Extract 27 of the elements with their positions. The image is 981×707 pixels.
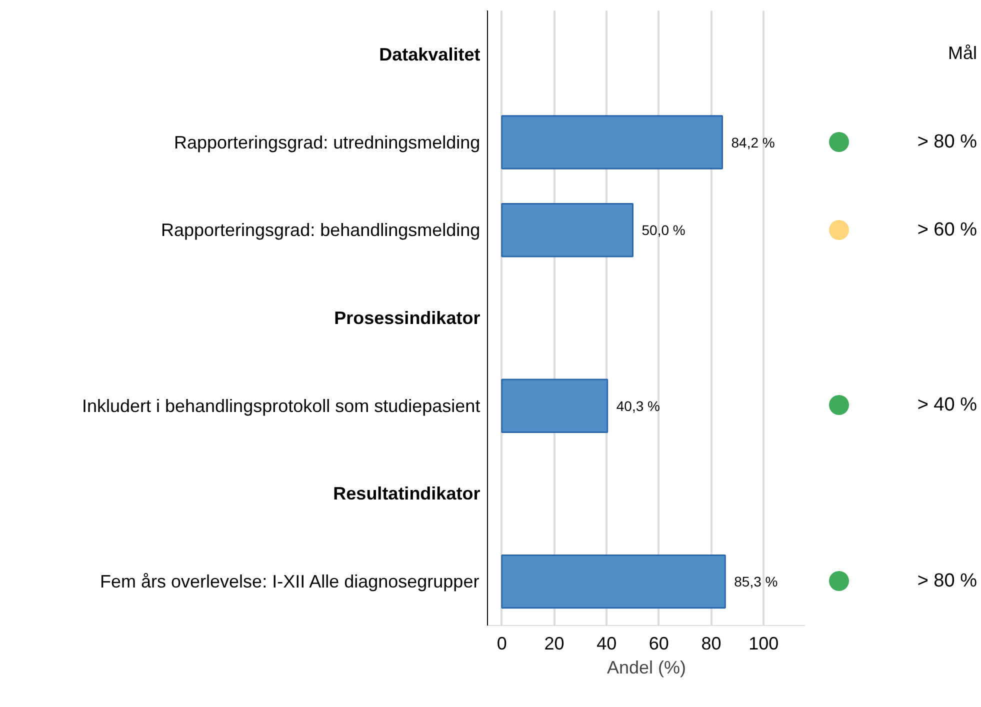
text: 40,3 %	[616, 398, 660, 414]
text: Mål	[948, 42, 977, 66]
y-tick-label: Prosessindikator	[334, 308, 480, 328]
y-tick-label: Datakvalitet	[379, 44, 480, 64]
y-tick-label: Resultatindikator	[333, 484, 480, 504]
text: > 80 %	[917, 570, 977, 594]
bar	[501, 378, 608, 433]
text: 85,3 %	[734, 574, 778, 590]
y-tick-label: Inkludert i behandlingsprotokoll som studiepasient	[82, 396, 480, 416]
text: 50,0 %	[642, 222, 686, 238]
bar	[501, 115, 724, 170]
x-tick-label: 20	[544, 634, 564, 654]
bar	[501, 554, 726, 609]
text: > 60 %	[917, 218, 977, 242]
text: > 80 %	[917, 130, 977, 154]
x-tick-label: 60	[648, 634, 669, 654]
x-tick-label: 100	[748, 634, 779, 654]
y-tick-label: Fem års overlevelse: I-XII Alle diagnosegrupper	[100, 572, 480, 592]
x-tick-label: 0	[496, 634, 507, 654]
text: 84,2 %	[731, 134, 775, 150]
y-tick-label: Rapporteringsgrad: behandlingsmelding	[160, 220, 480, 240]
x-axis-title: Andel (%)	[606, 658, 686, 678]
x-tick-label: 80	[701, 634, 722, 654]
y-tick-label: Rapporteringsgrad: utredningsmelding	[174, 132, 480, 152]
bar	[501, 203, 634, 258]
text: > 40 %	[917, 394, 977, 418]
x-tick-label: 40	[596, 634, 617, 654]
